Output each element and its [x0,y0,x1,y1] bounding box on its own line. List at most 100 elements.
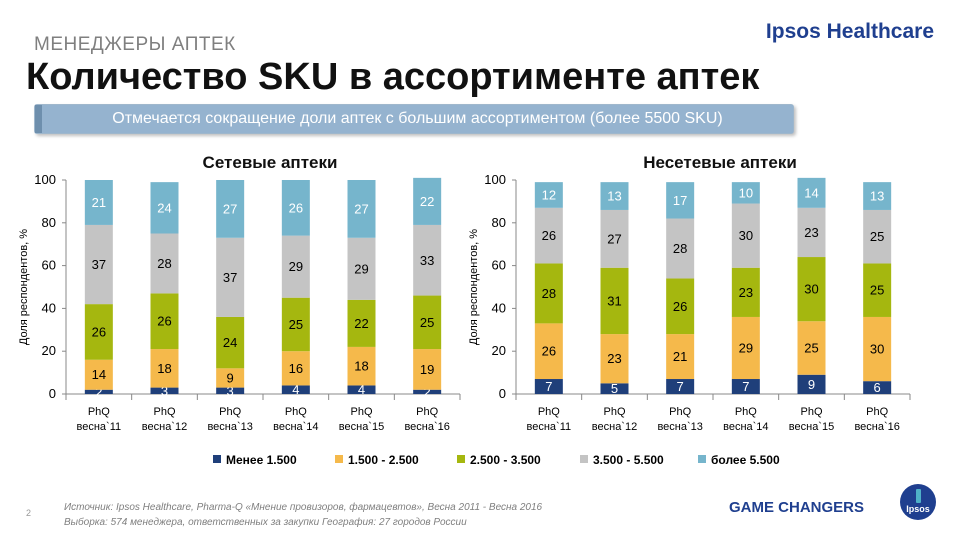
data-label: 24 [223,335,237,350]
y-tick-label: 0 [49,386,56,401]
bar-segment [600,334,629,384]
legend-swatch [213,455,221,463]
page-number: 2 [26,508,32,518]
source-note: Источник: Ipsos Healthcare, Pharma-Q «Мн… [64,502,543,513]
legend-swatch [580,455,588,463]
data-label: 23 [804,225,818,240]
bar-segment [797,207,826,258]
bar-segment [797,177,826,208]
data-label: 3 [161,383,168,398]
data-label: 2 [424,384,431,399]
bar-segment [600,383,629,394]
y-tick-label: 40 [42,300,56,315]
bar-segment [216,180,245,238]
data-label: 37 [223,270,237,285]
x-tick-label: PhQ [669,406,691,418]
data-label: 18 [157,361,171,376]
chart-title: Несетевые аптеки [643,153,797,172]
legend-label: более 5.500 [711,453,780,467]
bar-segment [731,379,760,394]
data-label: 27 [607,231,621,246]
data-label: 25 [420,315,434,330]
x-tick-label: PhQ [153,406,175,418]
bar-segment [84,389,113,394]
data-label: 10 [739,185,753,200]
x-tick-label: весна`13 [657,421,702,433]
x-tick-label: весна`15 [789,421,834,433]
data-label: 29 [739,340,753,355]
data-label: 14 [92,367,106,382]
data-label: 25 [870,283,884,298]
legend-label: 1.500 - 2.500 [348,453,419,467]
data-label: 23 [607,351,621,366]
x-tick-label: PhQ [866,406,888,418]
bar-segment [413,177,442,225]
bar-segment [150,293,179,350]
bar-segment [84,304,113,360]
bar-segment [600,182,629,210]
data-label: 30 [739,228,753,243]
data-label: 28 [157,256,171,271]
bar-segment [534,379,563,394]
data-label: 28 [673,241,687,256]
legend-swatch [698,455,706,463]
x-tick-label: весна`11 [77,421,122,433]
bar-segment [666,218,695,279]
x-tick-label: PhQ [735,406,757,418]
bar-segment [666,278,695,335]
data-label: 18 [354,359,368,374]
bar-segment [534,323,563,380]
data-label: 28 [542,286,556,301]
data-label: 27 [223,201,237,216]
bar-segment [534,263,563,324]
logo-text: Ipsos [906,504,930,514]
bar-segment [150,182,179,234]
bar-segment [666,334,695,380]
x-tick-label: весна`13 [207,421,252,433]
data-label: 26 [289,200,303,215]
data-label: 7 [545,379,552,394]
data-label: 26 [157,314,171,329]
section-label: МЕНЕДЖЕРЫ АПТЕК [34,34,236,55]
data-label: 22 [420,194,434,209]
bar-segment [863,381,892,394]
data-label: 17 [673,193,687,208]
sample-note: Выборка: 574 менеджера, ответственных за… [64,517,467,528]
data-label: 4 [292,382,299,397]
data-label: 6 [874,380,881,395]
x-tick-label: весна`12 [142,421,187,433]
callout-accent-bar [35,105,42,133]
x-tick-label: весна`16 [404,421,449,433]
y-tick-label: 100 [34,172,56,187]
bar-segment [666,379,695,394]
data-label: 25 [870,229,884,244]
bar-segment [413,389,442,394]
bar-segment [216,387,245,394]
bar-segment [150,233,179,294]
data-label: 4 [358,382,365,397]
data-label: 26 [92,324,106,339]
y-tick-label: 0 [499,386,506,401]
x-tick-label: весна`16 [854,421,899,433]
data-label: 30 [870,342,884,357]
bar-segment [347,180,376,238]
x-tick-label: PhQ [219,406,241,418]
tagline: GAME CHANGERS [729,499,865,516]
y-axis-label: Доля респондентов, % [468,229,480,345]
bar-segment [84,180,113,225]
page-title: Количество SKU в ассортименте аптек [26,56,760,98]
bar-segment [863,182,892,210]
y-tick-label: 40 [492,300,506,315]
bar-segment [863,263,892,317]
bar-segment [413,295,442,350]
data-label: 13 [607,189,621,204]
bar-segment [797,257,826,322]
bar-segment [863,209,892,264]
x-tick-label: PhQ [285,406,307,418]
bar-segment [281,385,310,394]
data-label: 29 [354,261,368,276]
y-tick-label: 80 [492,215,506,230]
data-label: 9 [808,377,815,392]
bar-segment [666,182,695,219]
x-tick-label: PhQ [603,406,625,418]
